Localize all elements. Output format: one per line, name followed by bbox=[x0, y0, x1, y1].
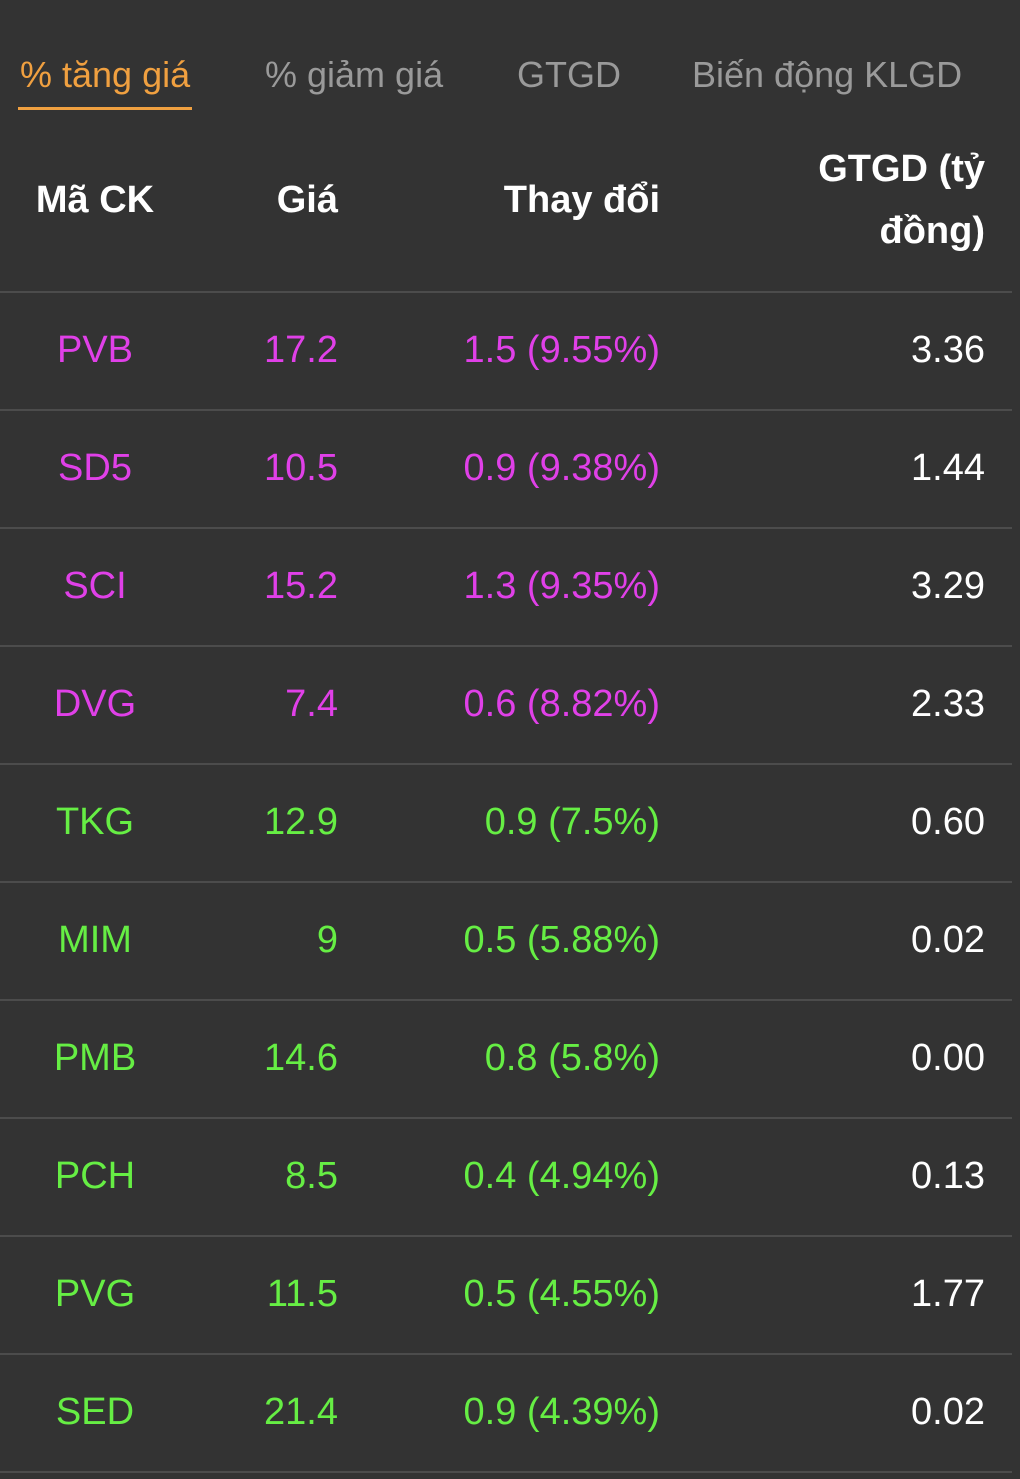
stock-code[interactable]: DVG bbox=[53, 683, 137, 725]
tab[interactable]: Biến động KLGD bbox=[692, 54, 963, 95]
stock-code[interactable]: SD5 bbox=[58, 447, 132, 489]
table-cell: 14.6 bbox=[264, 1037, 338, 1079]
table-cell: 0.5 (5.88%) bbox=[463, 919, 660, 961]
table-cell: 11.5 bbox=[266, 1273, 338, 1315]
tab-underline bbox=[18, 107, 193, 110]
stock-code[interactable]: TKG bbox=[55, 801, 135, 843]
row-separator bbox=[0, 645, 1012, 647]
table-cell: 0.9 (7.5%) bbox=[484, 801, 660, 843]
table-cell: 1.5 (9.55%) bbox=[463, 329, 660, 371]
table-cell: 7.4 bbox=[285, 683, 338, 725]
row-separator bbox=[0, 291, 1012, 293]
table-cell: 0.6 (8.82%) bbox=[463, 683, 660, 725]
stock-code[interactable]: PMB bbox=[53, 1037, 137, 1079]
row-separator bbox=[0, 527, 1012, 529]
table-cell: 0.8 (5.8%) bbox=[484, 1037, 660, 1079]
table-cell: 3.36 bbox=[911, 329, 985, 371]
table-cell: 0.13 bbox=[911, 1155, 985, 1197]
stock-code[interactable]: PVG bbox=[54, 1273, 136, 1315]
row-separator bbox=[0, 763, 1012, 765]
stock-code[interactable]: SED bbox=[55, 1391, 135, 1433]
table-cell: 1.44 bbox=[911, 447, 985, 489]
tab[interactable]: % giảm giá bbox=[265, 54, 444, 95]
column-header: Mã CK bbox=[35, 179, 155, 221]
row-separator bbox=[0, 1471, 1012, 1473]
table-cell: 0.02 bbox=[911, 1391, 985, 1433]
tab[interactable]: GTGD bbox=[517, 54, 621, 95]
table-cell: 2.33 bbox=[911, 683, 985, 725]
table-cell: 21.4 bbox=[264, 1391, 338, 1433]
table-cell: 12.9 bbox=[264, 801, 338, 843]
column-header: Giá bbox=[276, 179, 338, 221]
table-cell: 1.77 bbox=[911, 1273, 985, 1315]
column-header: Thay đổi bbox=[503, 179, 660, 221]
table-cell: 15.2 bbox=[264, 565, 338, 607]
table-cell: 17.2 bbox=[264, 329, 338, 371]
table-cell: 0.02 bbox=[911, 919, 985, 961]
stock-code[interactable]: SCI bbox=[63, 565, 127, 607]
table-cell: 0.9 (9.38%) bbox=[463, 447, 660, 489]
stock-code[interactable]: PCH bbox=[54, 1155, 136, 1197]
row-separator bbox=[0, 1353, 1012, 1355]
table-cell: 8.5 bbox=[285, 1155, 338, 1197]
stock-code[interactable]: PVB bbox=[56, 329, 134, 371]
table-cell: 0.00 bbox=[911, 1037, 985, 1079]
table-cell: 0.60 bbox=[911, 801, 985, 843]
row-separator bbox=[0, 999, 1012, 1001]
table-cell: 3.29 bbox=[911, 565, 985, 607]
row-separator bbox=[0, 1117, 1012, 1119]
column-header: GTGD (tỷ đồng) bbox=[818, 148, 985, 252]
table-cell: 0.4 (4.94%) bbox=[463, 1155, 660, 1197]
table-cell: 9 bbox=[316, 919, 338, 961]
table-cell: 0.9 (4.39%) bbox=[463, 1391, 660, 1433]
table-cell: 0.5 (4.55%) bbox=[463, 1273, 660, 1315]
row-separator bbox=[0, 1235, 1012, 1237]
table-cell: 1.3 (9.35%) bbox=[463, 565, 660, 607]
row-separator bbox=[0, 881, 1012, 883]
table-cell: 10.5 bbox=[264, 447, 338, 489]
stock-code[interactable]: MIM bbox=[58, 919, 132, 961]
tab[interactable]: % tăng giá bbox=[20, 54, 191, 95]
row-separator bbox=[0, 409, 1012, 411]
